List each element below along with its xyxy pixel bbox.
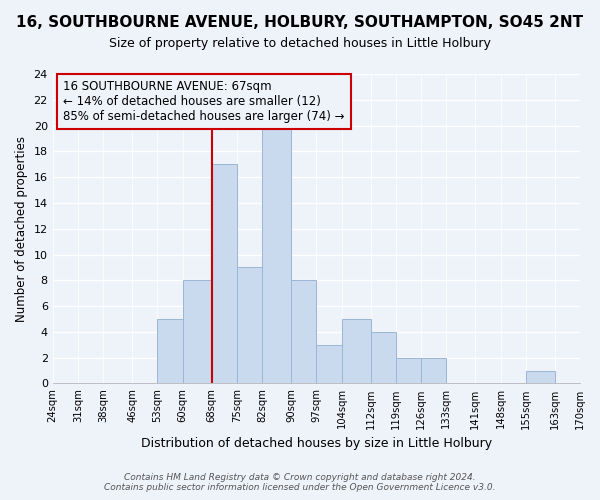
Bar — [421, 358, 446, 384]
Bar — [262, 126, 291, 384]
X-axis label: Distribution of detached houses by size in Little Holbury: Distribution of detached houses by size … — [141, 437, 492, 450]
Bar — [341, 319, 371, 384]
Text: 16 SOUTHBOURNE AVENUE: 67sqm
← 14% of detached houses are smaller (12)
85% of se: 16 SOUTHBOURNE AVENUE: 67sqm ← 14% of de… — [63, 80, 345, 123]
Bar — [526, 370, 555, 384]
Bar — [396, 358, 421, 384]
Bar — [291, 280, 316, 384]
Y-axis label: Number of detached properties: Number of detached properties — [15, 136, 28, 322]
Text: 16, SOUTHBOURNE AVENUE, HOLBURY, SOUTHAMPTON, SO45 2NT: 16, SOUTHBOURNE AVENUE, HOLBURY, SOUTHAM… — [16, 15, 584, 30]
Bar — [212, 164, 237, 384]
Bar — [182, 280, 212, 384]
Bar — [237, 268, 262, 384]
Bar — [157, 319, 182, 384]
Bar — [371, 332, 396, 384]
Text: Contains HM Land Registry data © Crown copyright and database right 2024.
Contai: Contains HM Land Registry data © Crown c… — [104, 473, 496, 492]
Bar — [316, 345, 341, 384]
Text: Size of property relative to detached houses in Little Holbury: Size of property relative to detached ho… — [109, 38, 491, 51]
